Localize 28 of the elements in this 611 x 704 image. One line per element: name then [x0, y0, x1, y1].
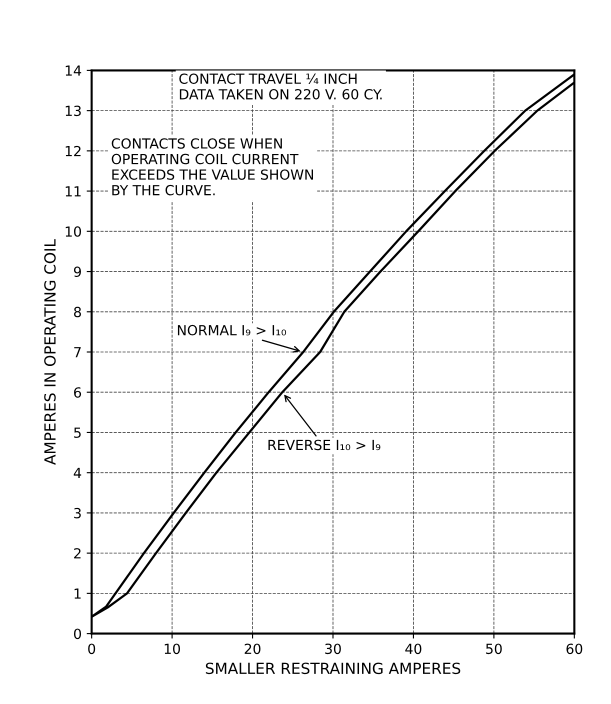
y-tick-label: 6	[74, 387, 82, 398]
series-label: REVERSE I₁₀ > I₉	[268, 440, 380, 450]
annotation: CONTACT TRAVEL ¼ INCH DATA TAKEN ON 220 V. 60 CY.	[179, 73, 382, 100]
y-tick-label: 11	[66, 186, 81, 196]
y-tick-label: 12	[66, 146, 81, 156]
y-tick-label: 9	[74, 266, 81, 278]
y-tick-label: 1	[74, 588, 81, 599]
x-tick-label: 0	[88, 644, 96, 654]
x-tick-label: 30	[325, 644, 341, 654]
x-tick-label: 20	[244, 644, 260, 654]
x-axis-title: SMALLER RESTRAINING AMPERES	[206, 662, 460, 674]
y-tick-label: 2	[74, 548, 81, 558]
y-tick-label: 5	[74, 428, 81, 438]
y-tick-label: 8	[74, 306, 81, 318]
y-tick-label: 10	[66, 226, 82, 237]
x-tick-label: 50	[486, 644, 502, 654]
series-label: NORMAL I₉ > I₁₀	[178, 324, 286, 336]
x-tick-label: 40	[405, 644, 422, 654]
y-tick-label: 7	[74, 347, 81, 358]
y-tick-label: 0	[74, 628, 82, 640]
y-tick-label: 14	[66, 66, 82, 76]
annotation: CONTACTS CLOSE WHEN OPERATING COIL CURRENT EXCEEDS THE VALUE SHOWN BY THE CURVE.	[112, 138, 313, 196]
y-tick-label: 4	[74, 468, 82, 478]
y-tick-label: 3	[74, 508, 81, 518]
y-axis-title: AMPERES IN OPERATING COIL	[44, 239, 56, 465]
y-tick-label: 13	[66, 106, 81, 116]
x-tick-label: 60	[566, 644, 582, 654]
x-tick-label: 10	[164, 644, 180, 654]
